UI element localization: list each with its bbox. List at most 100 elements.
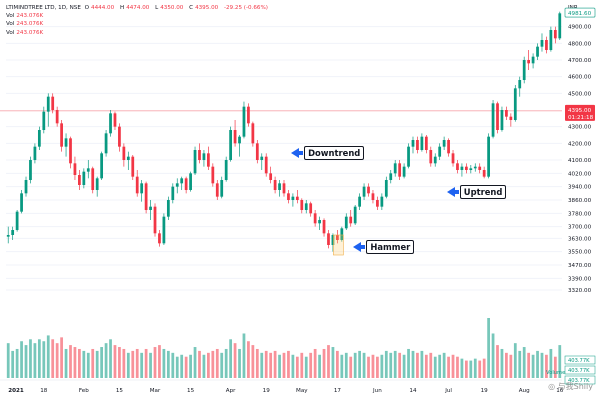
watermark-logo: ◎ 与我Shily <box>548 382 593 391</box>
x-tick-label: 19 <box>263 388 271 394</box>
y-tick-label: 4200.00 <box>568 141 592 147</box>
x-tick-label: 15 <box>187 388 195 394</box>
volume-bar <box>51 339 55 378</box>
candle-body <box>531 56 535 64</box>
volume-bar <box>104 343 108 378</box>
volume-label: 403.77K <box>568 358 590 364</box>
volume-bar <box>540 352 544 378</box>
candle-body <box>198 150 201 160</box>
symbol-row: LTIMINDTREE LTD, 1D, NSE O 4444.00 H 4474.… <box>6 4 270 12</box>
volume-bar <box>545 354 548 378</box>
candle-body <box>522 60 526 80</box>
x-tick-label: Jul <box>444 388 452 394</box>
volume-label: 403.77K <box>568 378 590 384</box>
x-tick-label: 14 <box>409 388 417 394</box>
volume-bar <box>24 345 28 378</box>
hammer-label: Hammer <box>366 239 415 254</box>
candle-body <box>456 163 459 170</box>
candle-body <box>91 168 95 190</box>
candle-body <box>367 186 370 194</box>
volume-bar <box>171 352 175 378</box>
volume-bar <box>86 352 90 378</box>
y-tick-label: 4100.00 <box>568 158 592 164</box>
volume-bar <box>327 345 330 378</box>
volume-bar <box>15 348 19 378</box>
candle-body <box>340 228 344 240</box>
candle-body <box>69 138 72 164</box>
volume-bar <box>251 345 255 378</box>
volume-bar <box>558 345 562 378</box>
candle-body <box>144 183 148 210</box>
volume-bar <box>424 354 428 378</box>
candle-body <box>149 206 152 210</box>
volume-bar <box>193 347 197 378</box>
y-tick-label: 4500.00 <box>568 91 592 97</box>
volume-bar <box>473 358 477 378</box>
candle-body <box>344 216 348 229</box>
volume-bar <box>33 343 37 378</box>
current-price-tag <box>565 104 595 121</box>
volume-bar <box>407 348 410 378</box>
candle-body <box>229 130 233 160</box>
volume-bar <box>349 356 353 378</box>
candle-body <box>540 40 544 47</box>
volume-bar <box>78 348 81 378</box>
candle-body <box>482 170 486 177</box>
candle-body <box>184 178 188 190</box>
ohlc-change: -29.25 (-0.66%) <box>223 5 268 11</box>
volume-bar <box>207 352 210 378</box>
candle-body <box>282 183 286 194</box>
y-tick-label: 3390.00 <box>568 276 592 282</box>
candle-body <box>322 220 326 234</box>
candle-body <box>42 111 46 130</box>
volume-bar <box>140 352 144 378</box>
candle-body <box>269 173 273 180</box>
vol-row-2: Vol 243.076K <box>6 21 44 28</box>
candle-body <box>309 203 313 214</box>
candle-body <box>140 183 144 194</box>
volume-bar <box>184 356 188 378</box>
volume-bar <box>153 347 157 378</box>
volume-bar <box>202 354 206 378</box>
vol-row-1: Vol 243.076K <box>6 13 44 20</box>
candle-body <box>20 193 23 212</box>
candle-body <box>153 206 157 234</box>
candle-body <box>64 138 68 147</box>
gridlines <box>0 26 562 291</box>
candle-body <box>260 156 264 160</box>
candle-body <box>398 163 402 177</box>
uptrend-arrow-icon <box>446 186 459 197</box>
candle-body <box>442 140 446 147</box>
volume-bar <box>95 350 99 378</box>
ohlc-close: C 4395.00 <box>189 5 219 11</box>
volume-bar <box>122 348 126 378</box>
candle-body <box>238 136 241 144</box>
candle-body <box>247 106 250 124</box>
candle-body <box>424 136 428 150</box>
volume-axis-label: Volume <box>546 370 565 376</box>
candle-body <box>429 150 433 164</box>
candle-body <box>464 166 468 170</box>
candle-body <box>460 166 464 170</box>
candle-body <box>15 211 19 230</box>
volume-bar <box>287 350 290 378</box>
candle-body <box>180 178 184 184</box>
volume-bar <box>469 360 473 378</box>
volume-bar <box>358 350 361 378</box>
candle-body <box>491 103 495 137</box>
volume-bar <box>60 337 63 378</box>
volume-bar <box>389 352 393 378</box>
volume-bar <box>451 354 455 378</box>
volume-bar <box>553 356 557 378</box>
volume-bar <box>229 339 233 378</box>
candle-body <box>353 206 357 224</box>
candle-body <box>278 183 281 190</box>
volume-bar <box>149 352 152 378</box>
candle-body <box>487 136 490 177</box>
y-tick-label: 3320.00 <box>568 288 592 294</box>
volume-bar <box>384 350 388 378</box>
x-tick-label: 15 <box>116 388 124 394</box>
candle-body <box>478 166 482 170</box>
